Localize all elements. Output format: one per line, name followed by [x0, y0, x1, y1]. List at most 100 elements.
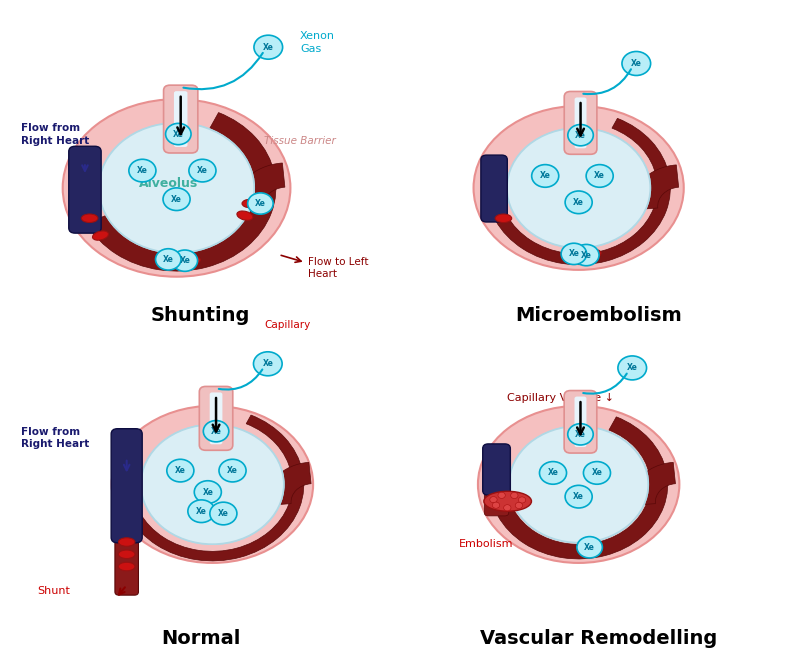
Circle shape: [565, 485, 592, 508]
Circle shape: [507, 128, 650, 248]
Text: Capillary: Capillary: [264, 320, 310, 330]
Circle shape: [167, 460, 194, 482]
Circle shape: [129, 159, 156, 182]
Circle shape: [253, 352, 282, 376]
Ellipse shape: [118, 538, 135, 547]
Circle shape: [165, 123, 191, 145]
Circle shape: [507, 128, 650, 248]
Text: Xe: Xe: [573, 198, 584, 207]
Circle shape: [156, 249, 181, 270]
Text: Xe: Xe: [163, 255, 173, 264]
Text: Xe: Xe: [211, 427, 221, 436]
Text: Xe: Xe: [591, 468, 602, 478]
Text: Flow from
Right Heart: Flow from Right Heart: [22, 427, 89, 449]
Wedge shape: [265, 462, 311, 506]
Circle shape: [539, 462, 566, 484]
Circle shape: [565, 191, 592, 213]
Text: Normal: Normal: [161, 629, 240, 648]
Text: Xe: Xe: [575, 429, 586, 439]
Wedge shape: [630, 462, 675, 506]
Circle shape: [172, 250, 197, 272]
Circle shape: [509, 426, 648, 543]
Circle shape: [219, 460, 246, 482]
Ellipse shape: [474, 106, 684, 270]
Text: Xe: Xe: [626, 363, 638, 373]
Text: Xe: Xe: [573, 492, 584, 501]
Circle shape: [188, 500, 215, 522]
Circle shape: [561, 244, 586, 264]
Text: Xe: Xe: [180, 256, 190, 265]
Text: Embolism: Embolism: [459, 539, 514, 549]
FancyBboxPatch shape: [115, 531, 138, 595]
FancyBboxPatch shape: [111, 429, 142, 543]
Ellipse shape: [242, 199, 259, 208]
Text: Flow from
Right Heart: Flow from Right Heart: [22, 124, 89, 146]
Text: Xe: Xe: [197, 166, 208, 175]
Circle shape: [492, 502, 499, 508]
Ellipse shape: [81, 214, 98, 223]
Circle shape: [189, 159, 216, 182]
Text: Xe: Xe: [568, 250, 579, 258]
Ellipse shape: [118, 562, 135, 571]
Text: Xe: Xe: [227, 466, 238, 475]
FancyBboxPatch shape: [174, 91, 188, 147]
Text: Xe: Xe: [594, 171, 605, 181]
Circle shape: [531, 165, 559, 187]
Wedge shape: [129, 415, 304, 561]
FancyBboxPatch shape: [483, 444, 511, 495]
Circle shape: [511, 492, 518, 498]
Ellipse shape: [62, 99, 290, 277]
Text: Xe: Xe: [173, 130, 184, 138]
FancyBboxPatch shape: [484, 486, 509, 516]
Text: Xe: Xe: [575, 130, 586, 140]
FancyBboxPatch shape: [164, 85, 198, 153]
Circle shape: [618, 356, 646, 380]
Text: Xe: Xe: [196, 506, 207, 516]
Text: Xe: Xe: [171, 195, 182, 203]
Circle shape: [141, 425, 284, 544]
Wedge shape: [631, 165, 678, 210]
Text: Capillary Volume ↓: Capillary Volume ↓: [507, 393, 614, 403]
Circle shape: [568, 423, 593, 445]
Circle shape: [203, 421, 229, 442]
Text: Xe: Xe: [218, 509, 229, 518]
Ellipse shape: [93, 231, 109, 240]
Circle shape: [583, 462, 610, 484]
Ellipse shape: [585, 250, 601, 258]
FancyBboxPatch shape: [564, 92, 597, 155]
Text: Microembolism: Microembolism: [515, 306, 682, 324]
Circle shape: [503, 504, 511, 511]
Circle shape: [163, 188, 190, 211]
Circle shape: [622, 52, 650, 76]
Ellipse shape: [478, 406, 679, 563]
Circle shape: [141, 425, 284, 544]
Text: Xe: Xe: [584, 543, 595, 552]
Text: Xenon
Gas: Xenon Gas: [300, 31, 335, 54]
Circle shape: [586, 165, 613, 187]
Text: Xe: Xe: [547, 468, 559, 478]
Ellipse shape: [184, 256, 201, 265]
Text: Xe: Xe: [137, 166, 148, 175]
Text: Shunting: Shunting: [151, 306, 250, 324]
Circle shape: [568, 124, 594, 146]
Text: Xe: Xe: [263, 43, 274, 52]
Text: Xe: Xe: [255, 199, 266, 208]
Ellipse shape: [495, 214, 511, 223]
Text: Vascular Remodelling: Vascular Remodelling: [480, 629, 718, 648]
Circle shape: [254, 35, 283, 59]
Circle shape: [515, 502, 523, 508]
Circle shape: [210, 502, 237, 525]
Circle shape: [574, 244, 599, 266]
FancyBboxPatch shape: [69, 147, 101, 233]
FancyBboxPatch shape: [481, 155, 507, 222]
Circle shape: [509, 426, 648, 543]
Text: Flow to Left
Heart: Flow to Left Heart: [308, 257, 368, 279]
FancyBboxPatch shape: [199, 387, 233, 450]
Circle shape: [490, 496, 497, 502]
Ellipse shape: [484, 491, 531, 511]
Ellipse shape: [118, 550, 135, 559]
Wedge shape: [86, 112, 276, 271]
Text: Shunt: Shunt: [38, 586, 70, 596]
Circle shape: [519, 497, 526, 503]
Wedge shape: [495, 118, 670, 265]
